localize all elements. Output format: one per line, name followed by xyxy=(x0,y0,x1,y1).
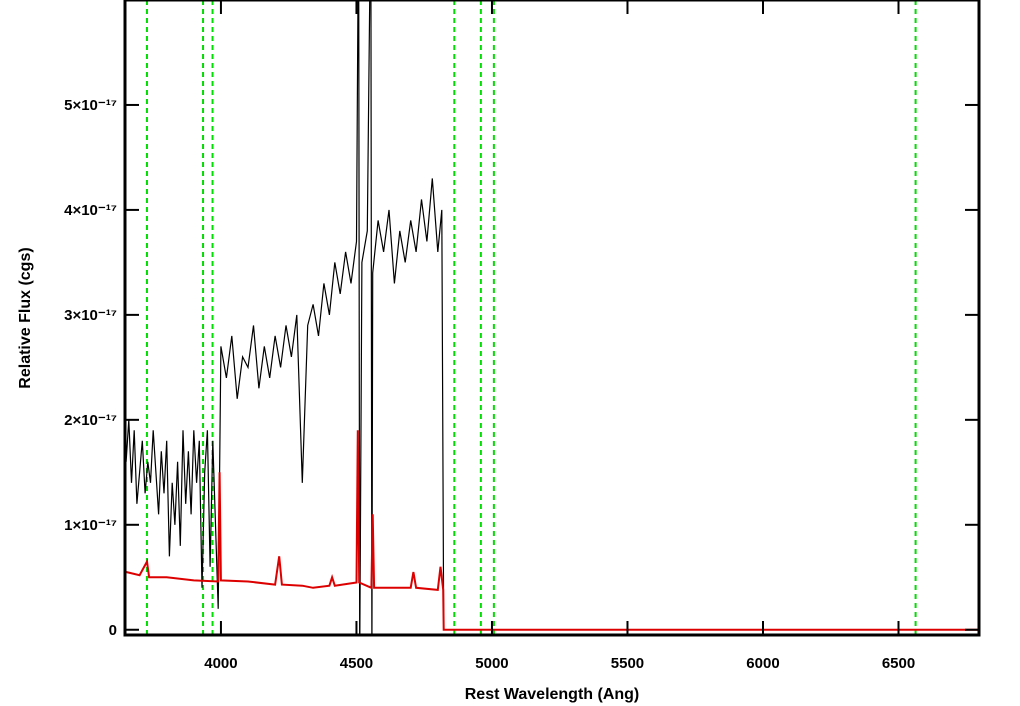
spectrum-line xyxy=(125,430,979,631)
x-axis-label: Rest Wavelength (Ang) xyxy=(465,686,640,703)
x-tick-label: 4000 xyxy=(204,655,237,672)
y-tick-label: 5×10⁻¹⁷ xyxy=(64,97,117,114)
plot-area xyxy=(125,0,979,635)
y-tick-label: 4×10⁻¹⁷ xyxy=(64,202,117,219)
x-tick-label: 5000 xyxy=(475,655,508,672)
x-tick-label: 4500 xyxy=(340,655,373,672)
x-tick-label: 5500 xyxy=(611,655,644,672)
y-tick-label: 3×10⁻¹⁷ xyxy=(64,307,117,324)
x-tick-label: 6000 xyxy=(746,655,779,672)
x-tick-label: 6500 xyxy=(882,655,915,672)
y-axis-label: Relative Flux (cgs) xyxy=(17,247,34,388)
y-tick-label: 1×10⁻¹⁷ xyxy=(64,517,117,534)
plot-frame xyxy=(123,0,981,637)
spectrum-line xyxy=(125,0,979,635)
y-tick-label: 2×10⁻¹⁷ xyxy=(64,412,117,429)
y-tick-label: 0 xyxy=(109,622,117,639)
